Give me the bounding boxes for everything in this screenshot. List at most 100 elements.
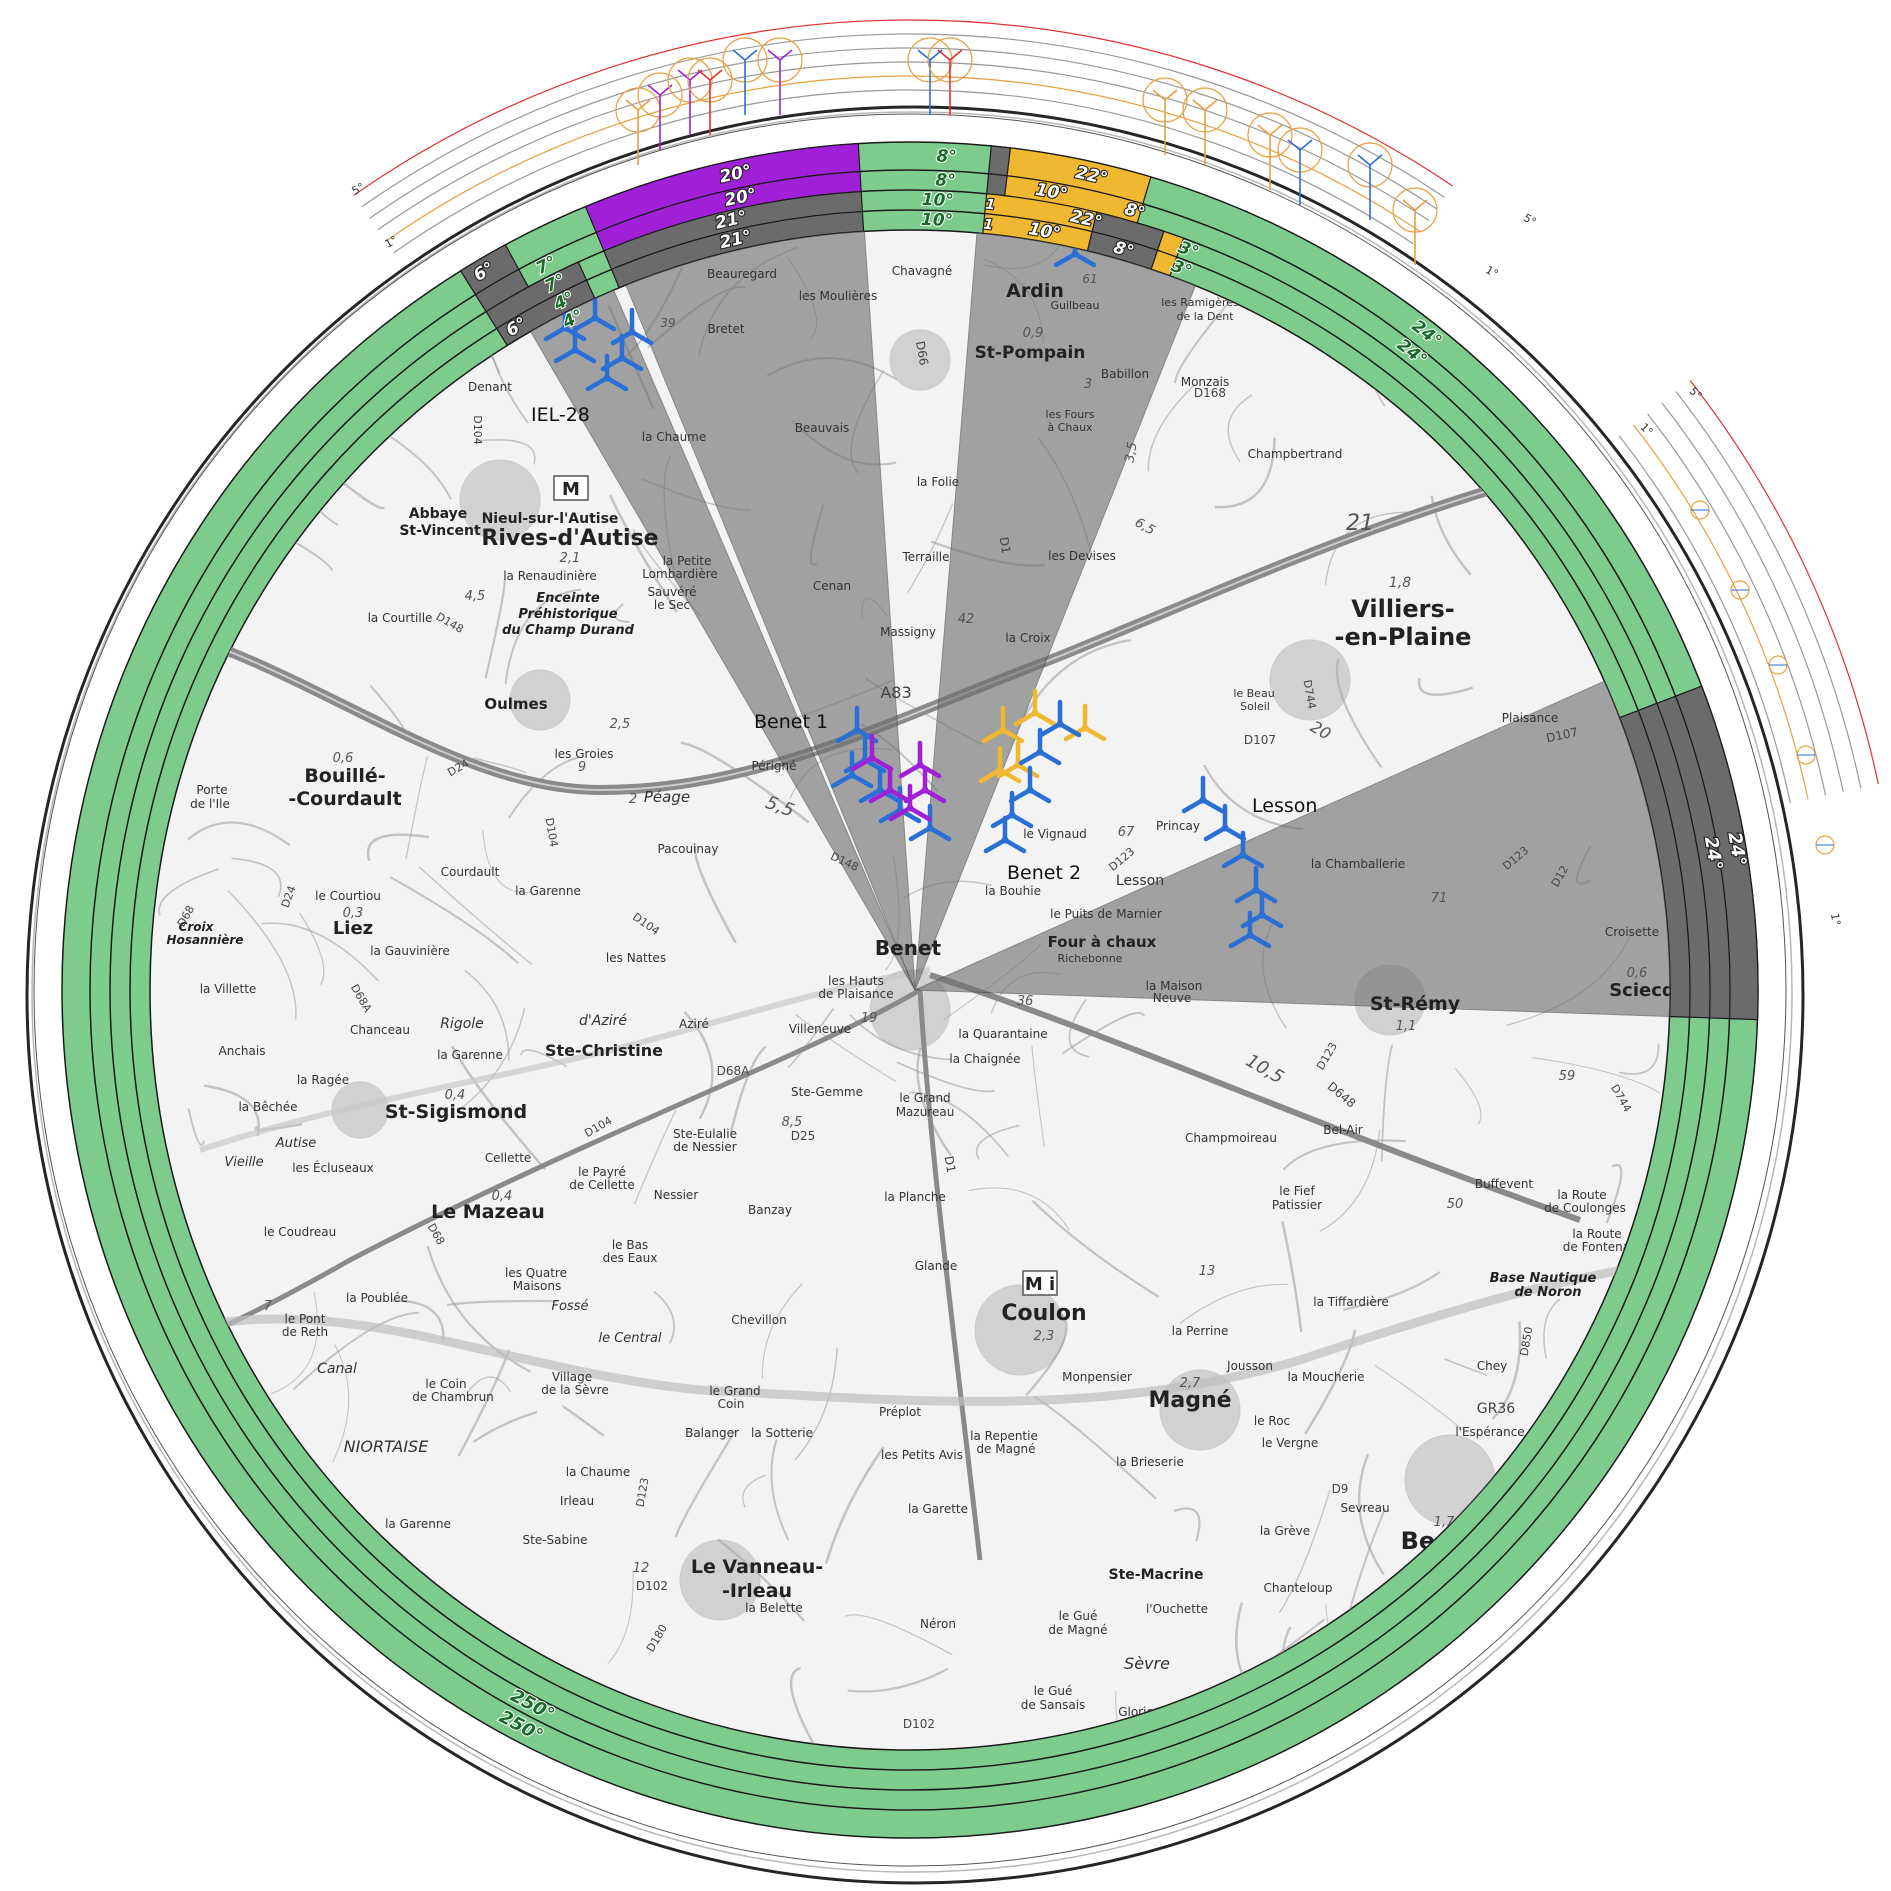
minor-road <box>1282 1139 1407 1171</box>
place-label: Abbaye <box>409 506 468 522</box>
profile-turbine-icon <box>722 37 768 115</box>
place-label: Croix <box>179 920 215 934</box>
turbine-icon <box>978 745 1022 784</box>
minor-road <box>607 1570 634 1664</box>
road-d648 <box>929 972 1582 1223</box>
place-label: Benet <box>875 936 942 960</box>
road-label: D9 <box>1332 1482 1349 1496</box>
ring-angle-label: 1 <box>985 197 996 214</box>
turbine-blade <box>562 325 587 342</box>
minor-road <box>1227 394 1253 463</box>
minor-road <box>789 1666 823 1750</box>
turbine-blade <box>1234 887 1259 904</box>
minor-road <box>717 1538 806 1622</box>
road-label: D1 <box>942 1155 959 1174</box>
place-label: Terraille <box>901 550 949 564</box>
turbine-blade <box>868 787 893 804</box>
turbine-icon <box>1221 830 1265 869</box>
map-number: 2 <box>629 792 637 807</box>
map-symbol-box <box>1022 1270 1058 1296</box>
minor-road <box>761 1283 803 1379</box>
place-label: Périgné <box>751 759 796 773</box>
road-label: GR36 <box>1477 1401 1515 1417</box>
turbine-hub <box>868 754 876 762</box>
map-number: 61 <box>1082 272 1097 286</box>
minor-road <box>1062 1012 1146 1055</box>
site-label: Benet 1 <box>754 711 828 733</box>
turbine-hub <box>1081 724 1089 732</box>
place-label: Liez <box>333 918 373 939</box>
minor-road <box>472 1410 538 1443</box>
turbine-hub <box>1221 824 1229 832</box>
minor-road <box>426 1245 531 1373</box>
minor-road <box>158 868 219 917</box>
place-label: Champmoireau <box>1185 1131 1277 1145</box>
minor-road <box>292 1311 420 1391</box>
road-label: A83 <box>880 683 911 702</box>
turbine-icon <box>981 705 1025 744</box>
turbine-hub <box>1026 786 1034 794</box>
place-label: Vieille <box>224 1155 263 1170</box>
ring-segments <box>459 142 1759 1021</box>
scale-arc <box>1618 435 1791 804</box>
place-label: Ste-Christine <box>545 1041 663 1060</box>
minor-road <box>787 1007 835 1068</box>
minor-road <box>1536 230 1587 247</box>
minor-road <box>467 1376 512 1393</box>
road-label: D744 <box>1300 679 1318 710</box>
turbine-hub <box>848 771 856 779</box>
place-label: le Sec <box>654 598 690 612</box>
place-label: les Quatre <box>505 1266 567 1280</box>
place-label: le Coin <box>425 1377 466 1391</box>
place-label: le Pont <box>285 1312 326 1326</box>
place-label: le Gué <box>1034 1684 1073 1698</box>
scale-label: 5° <box>1521 211 1538 229</box>
road-label: D850 <box>1518 1326 1536 1357</box>
place-label: la Brieserie <box>1116 1455 1184 1469</box>
place-label: Mazureau <box>896 1105 955 1119</box>
turbine-icon <box>573 293 617 332</box>
turbine-blade <box>908 825 933 842</box>
place-label: Lesson <box>1116 873 1164 889</box>
turbine-blade <box>1200 797 1225 814</box>
place-label: Préplot <box>879 1405 921 1419</box>
site-label: IEL-28 <box>531 404 590 426</box>
place-label: Jousson <box>1226 1359 1273 1373</box>
place-label: le Beau <box>1233 687 1274 700</box>
place-label: le Grand <box>709 1384 760 1398</box>
turbine-icon <box>983 815 1027 854</box>
outer-shadow-ring-2 <box>31 111 1793 1873</box>
turbine-blade <box>1240 912 1265 929</box>
turbine-hub <box>1199 796 1207 804</box>
place-label: St-Vincent <box>399 523 481 539</box>
place-label: Monzais <box>1181 375 1230 389</box>
minor-road <box>1031 1045 1046 1148</box>
turbine-blade <box>629 329 654 346</box>
place-label: Beauvais <box>795 421 850 435</box>
minor-road <box>446 1299 558 1307</box>
turbine-blade <box>878 807 903 824</box>
minor-road <box>271 1291 318 1395</box>
minor-road <box>1342 1271 1441 1311</box>
minor-road <box>683 1011 714 1120</box>
turbine-hub <box>603 374 611 382</box>
turbine-hub <box>876 786 884 794</box>
turbine-blade <box>1027 787 1052 804</box>
minor-road <box>653 1290 675 1344</box>
place-label: Chevillon <box>731 1313 786 1327</box>
place-label: Pacouinay <box>658 842 719 856</box>
minor-road <box>473 757 527 774</box>
place-label: la Renaudinière <box>503 569 597 583</box>
road-label: D66 <box>913 340 931 367</box>
minor-road <box>366 833 430 862</box>
place-label: la Chaume <box>566 1465 631 1479</box>
turbine-hub <box>628 328 636 336</box>
place-label: Sèvre <box>1124 1654 1170 1673</box>
minor-road <box>795 1014 896 1082</box>
turbine-icon <box>990 790 1034 829</box>
place-label: les Groies <box>554 747 613 761</box>
place-label: Guilbeau <box>1050 299 1099 312</box>
river-sevre <box>178 1255 1670 1406</box>
map-symbol: M i <box>1025 1274 1055 1295</box>
minor-road <box>1432 1675 1540 1741</box>
